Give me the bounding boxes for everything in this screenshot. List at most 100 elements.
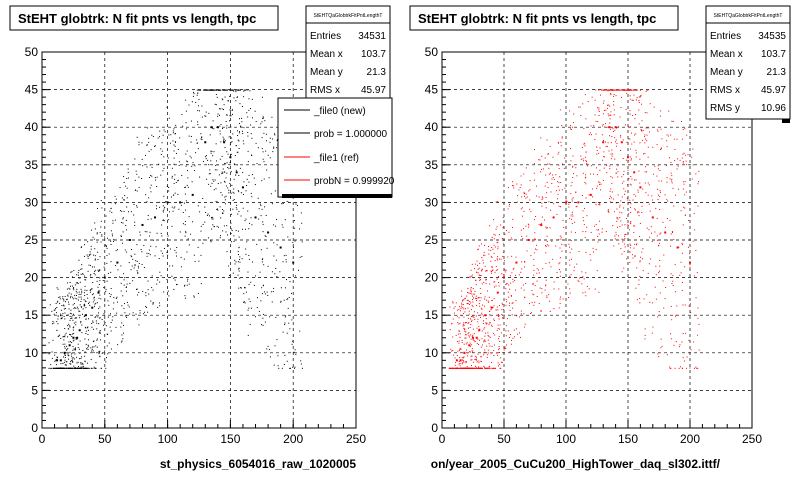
scatter-point — [94, 259, 96, 261]
scatter-point — [484, 351, 486, 353]
scatter-point — [77, 272, 79, 274]
scatter-point — [494, 234, 496, 236]
scatter-point — [470, 291, 472, 293]
scatter-point — [548, 167, 550, 169]
scatter-point — [81, 332, 83, 334]
scatter-point — [608, 89, 610, 91]
scatter-point — [90, 253, 92, 255]
scatter-point — [692, 148, 694, 150]
scatter-point — [71, 271, 73, 273]
scatter-point — [614, 158, 616, 160]
scatter-point — [150, 245, 152, 247]
scatter-point — [283, 299, 285, 301]
scatter-point — [193, 295, 195, 297]
scatter-point — [205, 155, 207, 157]
scatter-point — [300, 363, 302, 365]
scatter-point — [251, 98, 253, 100]
scatter-point — [458, 340, 460, 342]
scatter-point — [230, 233, 232, 235]
scatter-point — [157, 137, 159, 139]
scatter-point — [51, 323, 53, 325]
scatter-point — [517, 195, 519, 197]
scatter-point — [216, 201, 218, 203]
scatter-point — [667, 135, 669, 137]
scatter-point — [110, 330, 112, 332]
scatter-point — [137, 271, 139, 273]
scatter-point — [623, 267, 625, 269]
scatter-point — [242, 228, 244, 230]
scatter-point — [560, 238, 562, 240]
scatter-point — [625, 159, 627, 161]
scatter-point — [52, 339, 54, 341]
scatter-point — [231, 230, 233, 232]
scatter-point — [80, 293, 82, 295]
scatter-point — [526, 250, 528, 252]
scatter-point — [603, 156, 605, 158]
scatter-point — [457, 309, 459, 311]
scatter-point — [510, 343, 512, 345]
scatter-point — [633, 134, 635, 136]
scatter-point — [201, 105, 203, 107]
scatter-point — [620, 220, 622, 222]
scatter-point — [187, 278, 189, 280]
scatter-point — [609, 195, 611, 197]
scatter-point — [478, 344, 480, 346]
scatter-point — [227, 153, 229, 155]
scatter-point — [81, 367, 83, 369]
scatter-point — [552, 174, 554, 176]
scatter-point — [608, 115, 610, 117]
scatter-point — [78, 259, 80, 261]
scatter-point — [641, 205, 643, 207]
scatter-point — [490, 271, 492, 273]
scatter-point — [108, 304, 110, 306]
scatter-point — [459, 322, 461, 324]
scatter-point — [61, 305, 63, 307]
scatter-point — [559, 271, 561, 273]
scatter-point — [582, 276, 584, 278]
scatter-point — [61, 367, 63, 369]
scatter-point — [83, 292, 85, 294]
scatter-point — [65, 349, 67, 351]
scatter-point — [64, 328, 66, 330]
scatter-point — [570, 274, 572, 276]
scatter-point — [277, 365, 279, 367]
scatter-point — [452, 350, 454, 352]
scatter-point — [293, 351, 295, 353]
scatter-point — [242, 132, 244, 134]
scatter-point — [85, 318, 87, 320]
scatter-point — [504, 346, 506, 348]
scatter-point — [67, 301, 69, 303]
scatter-point — [127, 168, 129, 170]
scatter-point — [484, 254, 486, 256]
scatter-point — [630, 211, 632, 213]
scatter-point — [84, 326, 86, 328]
scatter-point — [617, 194, 619, 196]
scatter-point — [460, 360, 462, 362]
scatter-point — [508, 284, 510, 286]
scatter-point — [172, 265, 174, 267]
scatter-point — [695, 173, 697, 175]
right-stat-value: 45.97 — [761, 85, 786, 96]
scatter-point — [79, 281, 81, 283]
scatter-point — [292, 340, 294, 342]
scatter-point — [269, 137, 271, 139]
scatter-point — [526, 235, 528, 237]
scatter-point — [607, 142, 609, 144]
scatter-point — [168, 190, 170, 192]
scatter-point — [287, 298, 289, 300]
scatter-point — [624, 238, 626, 240]
scatter-point — [491, 236, 493, 238]
scatter-point — [81, 268, 83, 270]
scatter-point — [80, 367, 82, 369]
scatter-point — [470, 367, 472, 369]
scatter-point — [477, 268, 479, 270]
scatter-point — [64, 364, 66, 366]
scatter-point — [56, 358, 58, 360]
scatter-point — [173, 207, 175, 209]
scatter-point — [550, 209, 552, 211]
scatter-point — [626, 224, 628, 226]
scatter-point — [577, 279, 579, 281]
scatter-point — [502, 317, 504, 319]
scatter-point — [546, 181, 548, 183]
legend-label: _file0 (new) — [313, 106, 366, 117]
